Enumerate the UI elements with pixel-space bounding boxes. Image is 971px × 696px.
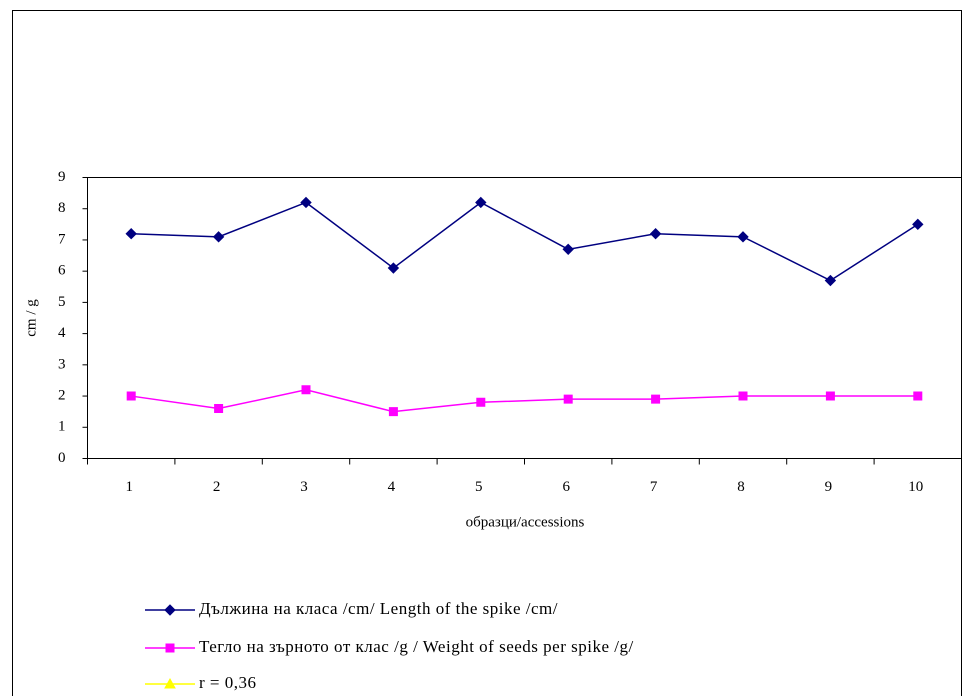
plot-area <box>87 177 962 459</box>
data-point <box>737 231 749 243</box>
data-point <box>825 391 835 401</box>
x-tick-label: 4 <box>388 479 396 495</box>
series-line <box>131 201 919 282</box>
y-axis-label: cm / g <box>23 299 39 337</box>
data-point <box>214 404 224 414</box>
data-point <box>649 227 662 240</box>
x-tick-label: 3 <box>300 479 308 495</box>
data-point <box>913 391 923 401</box>
data-point <box>738 391 748 401</box>
data-point <box>300 196 312 209</box>
y-tick-label: 7 <box>58 231 66 247</box>
data-point <box>475 196 487 209</box>
data-point <box>562 243 574 256</box>
data-point <box>212 231 225 243</box>
y-tick-label: 6 <box>58 263 66 279</box>
legend-marker <box>165 643 175 653</box>
x-axis-label: образци/accessions <box>466 514 585 530</box>
y-tick-label: 3 <box>58 356 66 372</box>
data-point <box>387 262 400 274</box>
data-point <box>563 394 573 404</box>
x-tick-label: 9 <box>825 479 833 495</box>
legend-label: r = 0,36 <box>199 673 257 692</box>
data-point <box>651 394 661 404</box>
chart-border <box>12 10 962 696</box>
data-point <box>126 391 136 401</box>
series-line <box>131 389 918 413</box>
y-tick-label: 1 <box>58 419 66 435</box>
data-point <box>125 227 137 240</box>
x-tick-label: 7 <box>650 479 658 495</box>
y-tick-label: 9 <box>58 169 66 185</box>
y-tick-label: 4 <box>58 325 66 341</box>
data-point <box>301 385 311 395</box>
y-tick-label: 5 <box>58 294 66 310</box>
data-point <box>912 218 924 231</box>
legend-marker <box>164 604 176 616</box>
data-point <box>476 397 486 407</box>
data-point <box>824 274 837 287</box>
y-tick-label: 0 <box>58 450 66 466</box>
x-tick-label: 8 <box>737 479 745 495</box>
y-tick-label: 2 <box>58 387 66 403</box>
x-tick-label: 6 <box>562 479 570 495</box>
data-point <box>388 407 398 417</box>
x-tick-label: 2 <box>213 479 221 495</box>
x-tick-label: 1 <box>125 479 133 495</box>
legend-label: Дължина на класа /cm/ Length of the spik… <box>199 599 558 618</box>
x-tick-label: 10 <box>908 479 923 495</box>
y-tick-label: 8 <box>58 200 66 216</box>
legend-marker <box>164 677 176 689</box>
x-tick-label: 5 <box>475 479 483 495</box>
legend-label: Тегло на зърното от клас /g / Weight of … <box>199 637 634 656</box>
